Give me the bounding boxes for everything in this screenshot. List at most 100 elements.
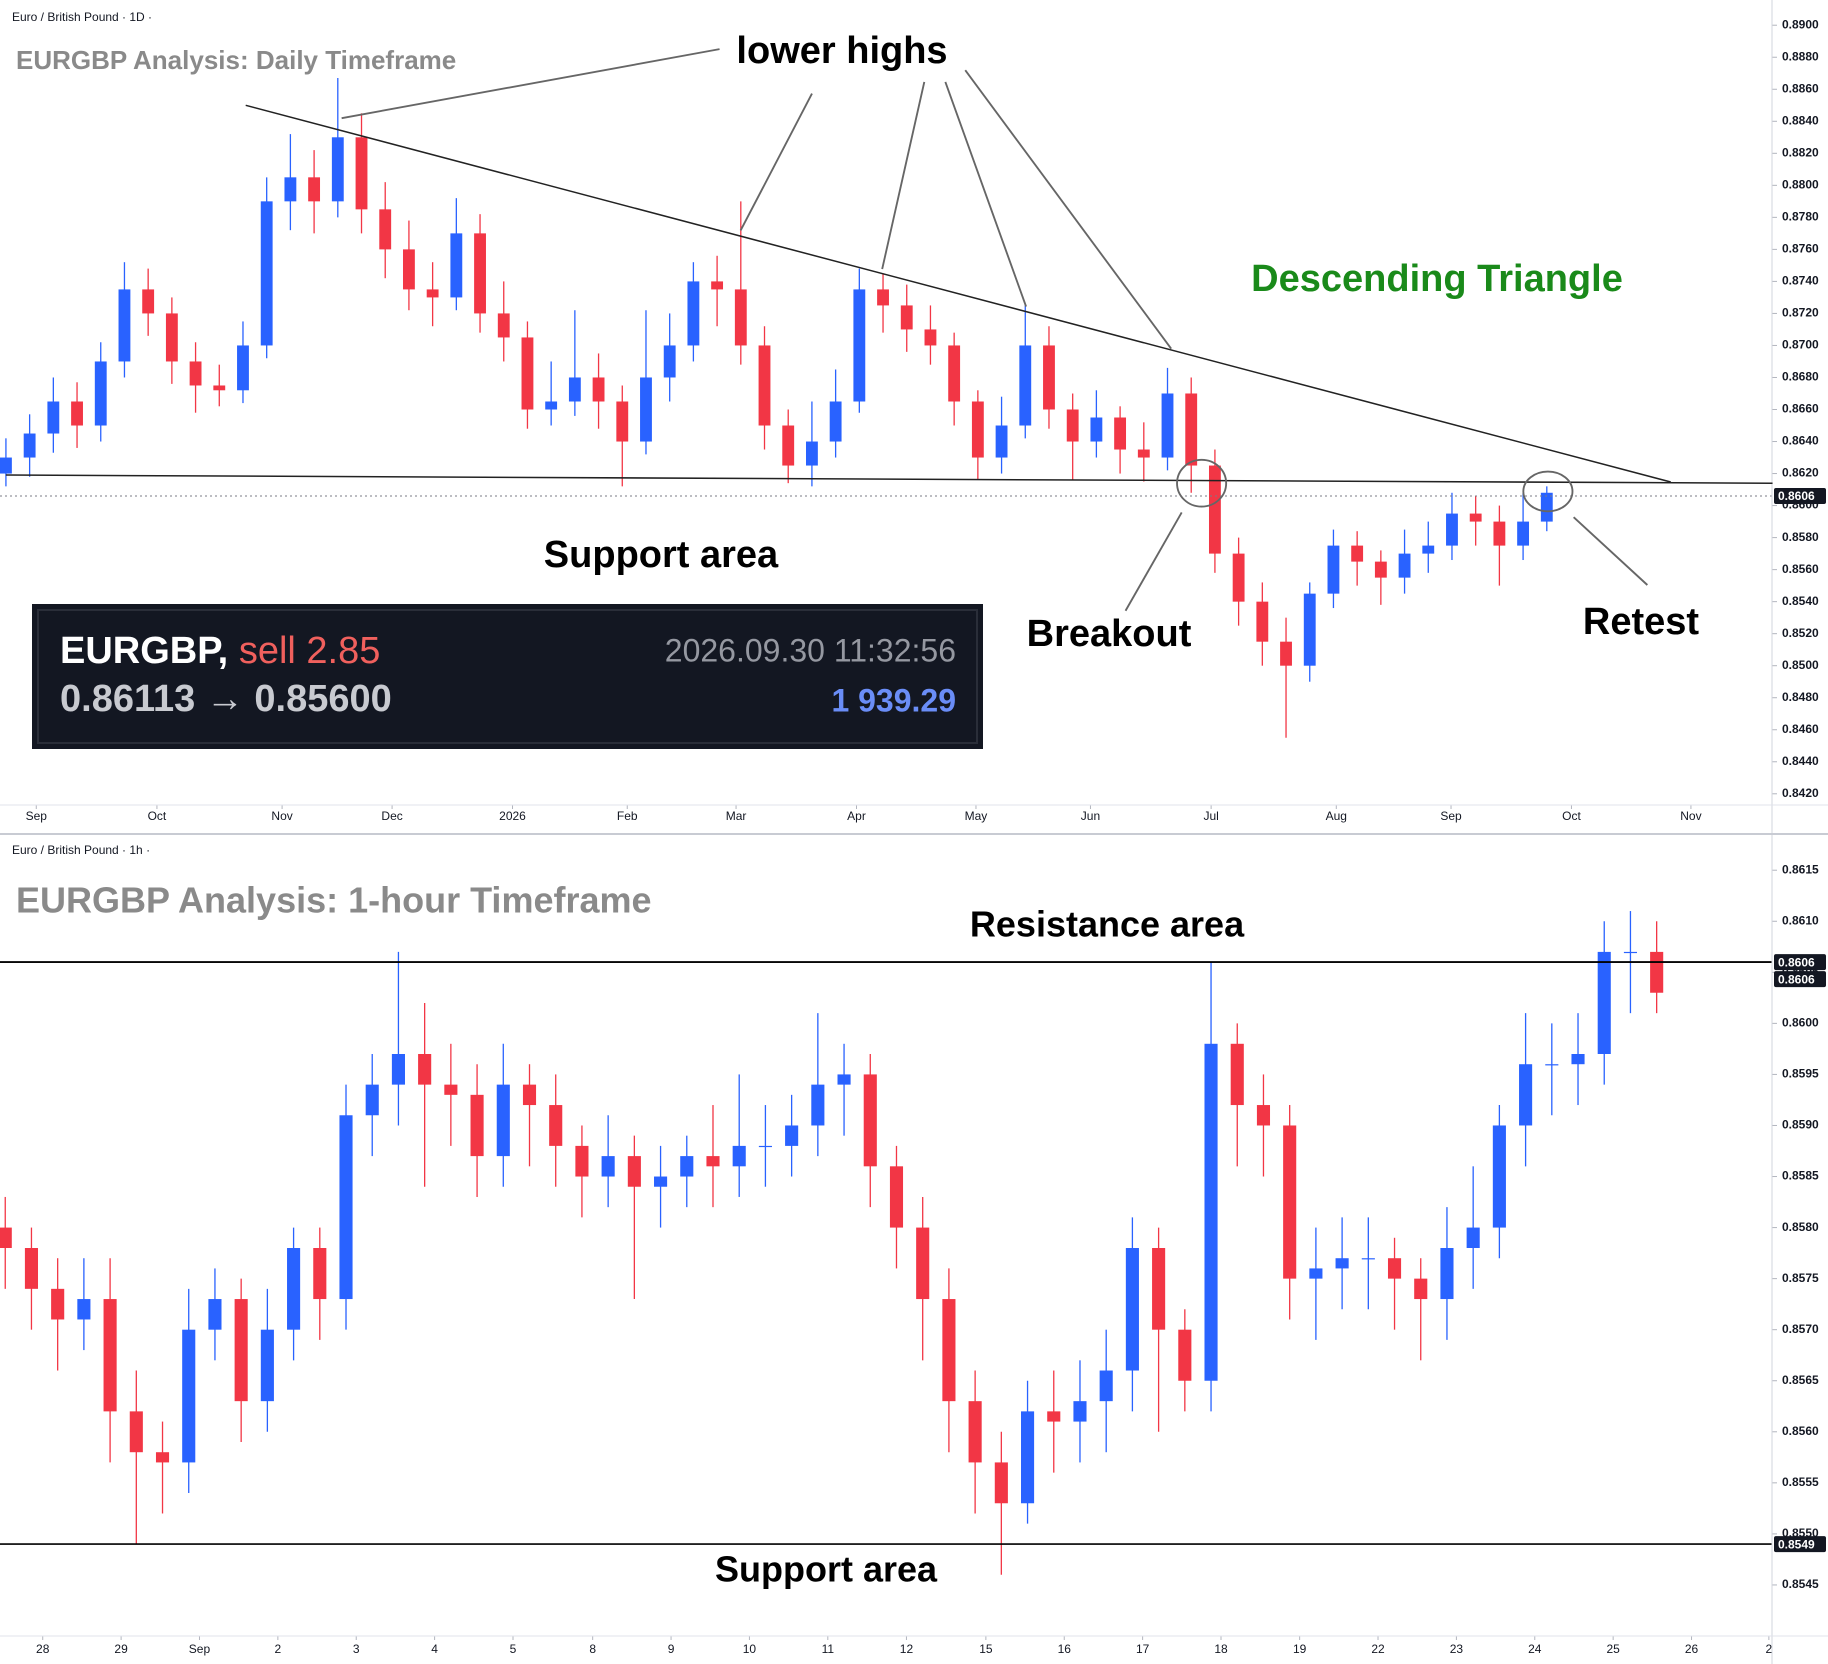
candle-body: [331, 137, 344, 202]
annotation: Descending Triangle: [1251, 258, 1623, 300]
candle-body: [474, 233, 486, 314]
candle-body: [1422, 545, 1435, 554]
candle-body: [1125, 1248, 1139, 1371]
y-tick-label: 0.8800: [1782, 178, 1819, 192]
candle-body: [1623, 951, 1638, 954]
y-tick-label: 0.8680: [1782, 370, 1819, 384]
candle-body: [1204, 1043, 1218, 1381]
x-tick-label: 2026: [499, 809, 526, 823]
target-price: 0.85600: [254, 678, 391, 720]
candle-body: [1374, 561, 1387, 578]
order-time: 2026.09.30 11:32:56: [665, 632, 956, 668]
candle-body: [1446, 513, 1458, 546]
candle-body: [497, 313, 510, 338]
candle-body: [663, 345, 676, 378]
symbol-header: Euro / British Pound · 1D ·: [12, 10, 152, 24]
candle-body: [1043, 345, 1055, 410]
y-tick-label: 0.8600: [1782, 1016, 1819, 1030]
candle-body: [308, 177, 321, 202]
y-tick-label: 0.8580: [1782, 1220, 1819, 1234]
support-line: [5, 474, 1773, 484]
candle-body: [182, 1329, 196, 1463]
candle-body: [616, 401, 629, 442]
annotation: lower highs: [736, 30, 947, 72]
y-tick-label: 0.8500: [1782, 658, 1819, 672]
candle-body: [1114, 417, 1127, 450]
candle-body: [208, 1299, 222, 1330]
y-tick-label: 0.8840: [1782, 113, 1819, 127]
x-tick-label: 10: [743, 1642, 757, 1656]
x-tick-label: Sep: [26, 809, 48, 823]
callout-line: [1124, 511, 1183, 612]
candle-body: [924, 329, 937, 346]
candle-body: [1571, 1054, 1585, 1065]
candle-body: [711, 281, 724, 290]
candle-body: [732, 1145, 746, 1167]
candle-body: [785, 1125, 799, 1146]
y-tick-label: 0.8780: [1782, 210, 1819, 224]
y-tick-label: 0.8615: [1782, 862, 1819, 876]
candle-body: [994, 1462, 1008, 1504]
candle-body: [889, 1166, 904, 1228]
candle-body: [1137, 449, 1150, 458]
chart-title: EURGBP Analysis: Daily Timeframe: [16, 45, 456, 75]
candle-body: [640, 377, 652, 442]
x-tick-label: Dec: [381, 809, 402, 823]
y-tick-label: 0.8620: [1782, 466, 1819, 480]
arrow: →: [206, 678, 244, 720]
price-label-box: [1774, 487, 1826, 504]
x-tick-label: 11: [822, 1642, 835, 1656]
candle-body: [234, 1299, 248, 1402]
chart-title: EURGBP Analysis: 1-hour Timeframe: [16, 880, 652, 921]
candle-body: [402, 249, 415, 290]
candle-body: [450, 233, 463, 298]
y-tick-label: 0.8880: [1782, 49, 1819, 63]
candle-body: [313, 1248, 327, 1300]
y-tick-label: 0.8595: [1782, 1067, 1819, 1081]
x-tick-label: 8: [589, 1642, 596, 1656]
candle-body: [1327, 545, 1340, 594]
price-label: 0.8606: [1778, 489, 1815, 503]
y-tick-label: 0.8720: [1782, 306, 1819, 320]
annotation: Breakout: [1027, 613, 1192, 655]
candle-body: [1283, 1125, 1297, 1279]
x-tick-label: 28: [36, 1642, 50, 1656]
y-tick-label: 0.8860: [1782, 81, 1819, 95]
order-symbol: EURGBP, sell 2.85: [60, 630, 380, 672]
candle-body: [805, 441, 818, 466]
candle-body: [1185, 393, 1198, 466]
y-tick-label: 0.8700: [1782, 338, 1819, 352]
candle-body: [1361, 1258, 1375, 1260]
candle-body: [1090, 417, 1103, 442]
candle-body: [1232, 553, 1245, 602]
y-tick-label: 0.8555: [1782, 1475, 1819, 1489]
candle-body: [1540, 492, 1553, 522]
callout-line: [944, 81, 1027, 307]
candle-body: [575, 1145, 589, 1177]
candle-body: [680, 1156, 694, 1177]
candle-body: [654, 1176, 668, 1187]
candle-body: [391, 1054, 405, 1085]
symbol: EURGBP,: [60, 630, 228, 672]
y-tick-label: 0.8420: [1782, 786, 1819, 800]
candle-body: [1335, 1258, 1349, 1269]
candle-body: [260, 201, 273, 346]
candle-body: [23, 433, 36, 458]
candle-body: [426, 289, 439, 298]
candle-body: [284, 177, 297, 202]
candle-body: [1303, 593, 1316, 666]
price-label-box: [1774, 971, 1826, 988]
x-tick-label: Jun: [1081, 809, 1100, 823]
candle-body: [365, 1084, 379, 1116]
candle-body: [118, 289, 131, 362]
candle-body: [1469, 513, 1482, 522]
candle-body: [1208, 465, 1221, 554]
y-tick-label: 0.8460: [1782, 722, 1819, 736]
candle-body: [418, 1054, 432, 1085]
x-tick-label: 2: [275, 1642, 282, 1656]
candle-body: [129, 1411, 143, 1453]
candle-body: [863, 1074, 877, 1167]
candle-body: [1597, 951, 1611, 1054]
candle-body: [1466, 1227, 1480, 1248]
